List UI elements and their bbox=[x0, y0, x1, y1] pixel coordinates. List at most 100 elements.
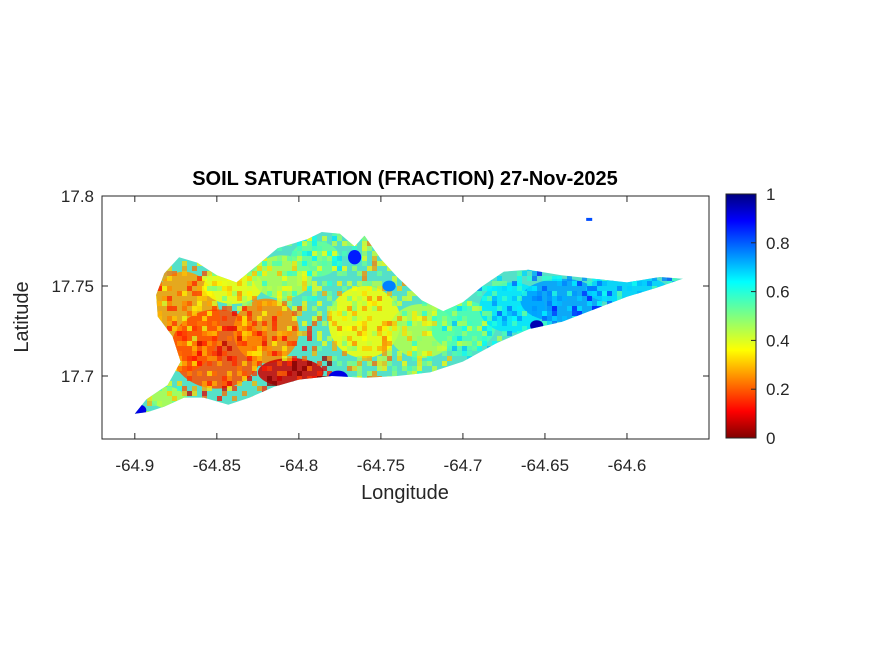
noise-pixel bbox=[252, 331, 257, 336]
noise-pixel bbox=[547, 366, 552, 371]
noise-pixel bbox=[277, 311, 282, 316]
noise-pixel bbox=[627, 346, 632, 351]
noise-pixel bbox=[232, 311, 237, 316]
noise-pixel bbox=[167, 386, 172, 391]
noise-pixel bbox=[157, 256, 162, 261]
noise-pixel bbox=[507, 311, 512, 316]
noise-pixel bbox=[582, 346, 587, 351]
noise-pixel bbox=[112, 231, 117, 236]
noise-pixel bbox=[362, 306, 367, 311]
noise-pixel bbox=[667, 391, 672, 396]
noise-pixel bbox=[247, 316, 252, 321]
noise-pixel bbox=[577, 216, 582, 221]
noise-pixel bbox=[247, 286, 252, 291]
noise-pixel bbox=[462, 261, 467, 266]
noise-pixel bbox=[442, 406, 447, 411]
noise-pixel bbox=[477, 341, 482, 346]
noise-pixel bbox=[342, 326, 347, 331]
noise-pixel bbox=[262, 326, 267, 331]
noise-pixel bbox=[342, 241, 347, 246]
noise-pixel bbox=[442, 411, 447, 414]
noise-pixel bbox=[577, 361, 582, 366]
noise-pixel bbox=[677, 386, 682, 391]
noise-pixel bbox=[542, 386, 547, 391]
noise-pixel bbox=[262, 311, 267, 316]
noise-pixel bbox=[337, 256, 342, 261]
noise-pixel bbox=[552, 356, 557, 361]
noise-pixel bbox=[382, 326, 387, 331]
noise-pixel bbox=[107, 326, 112, 331]
noise-pixel bbox=[582, 326, 587, 331]
noise-pixel bbox=[402, 226, 407, 231]
noise-pixel bbox=[102, 246, 107, 251]
noise-pixel bbox=[682, 226, 687, 231]
noise-pixel bbox=[547, 296, 552, 301]
noise-pixel bbox=[392, 381, 397, 386]
noise-pixel bbox=[602, 356, 607, 361]
noise-pixel bbox=[572, 356, 577, 361]
noise-pixel bbox=[202, 232, 207, 236]
noise-pixel bbox=[232, 221, 237, 226]
noise-pixel bbox=[577, 316, 582, 321]
noise-pixel bbox=[212, 356, 217, 361]
noise-pixel bbox=[347, 431, 352, 436]
noise-pixel bbox=[442, 281, 447, 286]
noise-pixel bbox=[387, 196, 392, 201]
noise-pixel bbox=[607, 291, 612, 296]
noise-pixel bbox=[202, 421, 207, 426]
noise-pixel bbox=[137, 346, 142, 351]
noise-pixel bbox=[427, 431, 432, 436]
noise-pixel bbox=[167, 361, 172, 366]
noise-pixel bbox=[397, 316, 402, 321]
y-tick-label: 17.7 bbox=[61, 367, 94, 386]
noise-pixel bbox=[672, 311, 677, 316]
noise-pixel bbox=[292, 366, 297, 371]
noise-pixel bbox=[332, 232, 337, 236]
noise-pixel bbox=[217, 421, 222, 426]
noise-pixel bbox=[252, 246, 257, 251]
noise-pixel bbox=[212, 306, 217, 311]
noise-pixel bbox=[652, 256, 657, 261]
noise-pixel bbox=[237, 266, 242, 271]
noise-pixel bbox=[662, 256, 667, 261]
noise-pixel bbox=[452, 336, 457, 341]
noise-pixel bbox=[112, 206, 117, 211]
noise-pixel bbox=[482, 236, 487, 241]
noise-pixel bbox=[402, 311, 407, 316]
noise-pixel bbox=[487, 311, 492, 316]
noise-pixel bbox=[287, 406, 292, 411]
noise-pixel bbox=[177, 386, 182, 391]
noise-pixel bbox=[252, 396, 257, 401]
noise-pixel bbox=[137, 316, 142, 321]
noise-pixel bbox=[247, 351, 252, 356]
noise-pixel bbox=[302, 236, 307, 241]
noise-pixel bbox=[447, 236, 452, 241]
noise-pixel bbox=[702, 246, 707, 251]
noise-pixel bbox=[667, 266, 672, 271]
colorbar-tick-label: 0.8 bbox=[766, 234, 790, 253]
noise-pixel bbox=[492, 356, 497, 361]
noise-pixel bbox=[317, 376, 322, 381]
noise-pixel bbox=[297, 232, 302, 236]
noise-pixel bbox=[497, 221, 502, 226]
noise-pixel bbox=[277, 196, 282, 201]
noise-pixel bbox=[572, 306, 577, 311]
noise-pixel bbox=[397, 226, 402, 231]
noise-pixel bbox=[542, 232, 547, 236]
noise-pixel bbox=[532, 351, 537, 356]
noise-pixel bbox=[202, 411, 207, 414]
noise-pixel bbox=[387, 266, 392, 271]
noise-pixel bbox=[552, 296, 557, 301]
noise-pixel bbox=[112, 271, 117, 276]
noise-pixel bbox=[372, 196, 377, 201]
noise-pixel bbox=[252, 346, 257, 351]
noise-pixel bbox=[602, 376, 607, 381]
noise-pixel bbox=[362, 271, 367, 276]
noise-pixel bbox=[662, 311, 667, 316]
noise-pixel bbox=[157, 276, 162, 281]
noise-pixel bbox=[597, 291, 602, 296]
noise-pixel bbox=[352, 316, 357, 321]
noise-pixel bbox=[182, 261, 187, 266]
noise-pixel bbox=[467, 232, 472, 236]
noise-pixel bbox=[667, 206, 672, 211]
